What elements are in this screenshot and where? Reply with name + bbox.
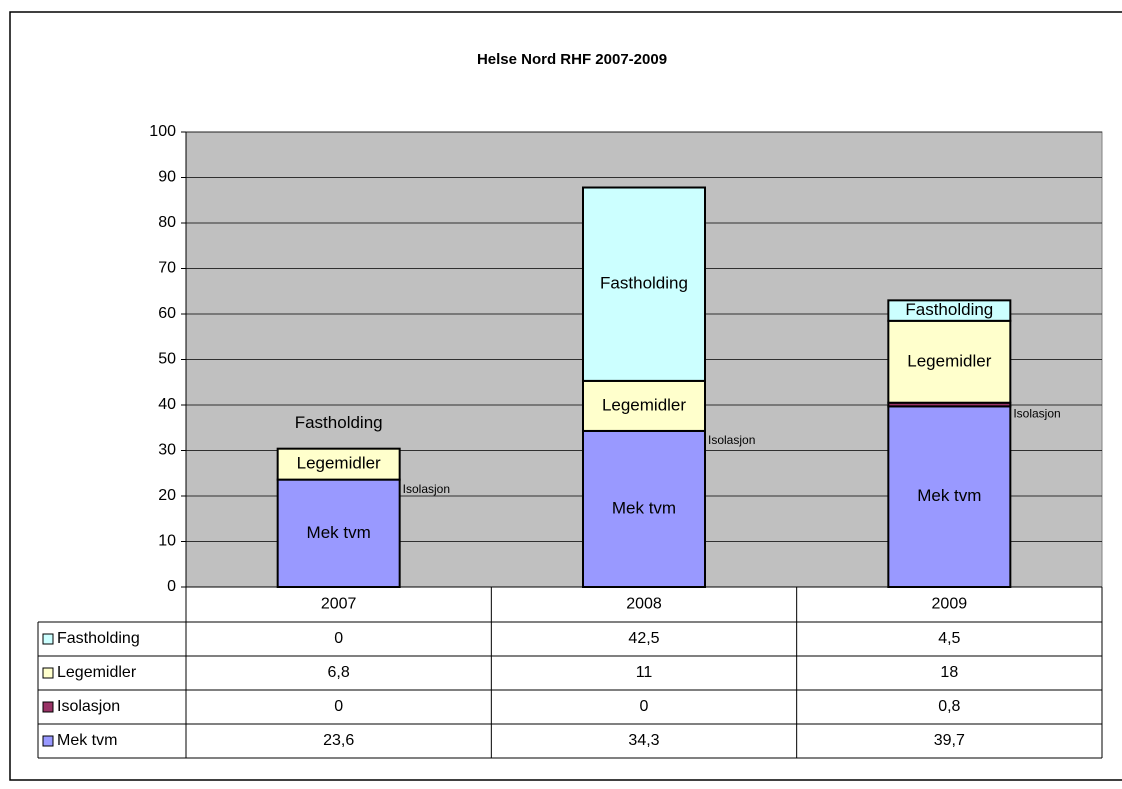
data-label: Mek tvm [917,486,981,505]
table-value: 0 [640,698,649,715]
y-tick-label: 50 [158,351,176,368]
table-value: 39,7 [934,732,965,749]
bar-segment [887,319,1012,404]
y-tick-label: 90 [158,169,176,186]
data-label: Isolasjon [403,482,450,496]
legend-swatch [42,735,54,747]
y-tick-label: 60 [158,305,176,322]
table-value: 34,3 [628,732,659,749]
table-value: 23,6 [323,732,354,749]
table-value: 0 [334,698,343,715]
bar-segment [582,429,706,588]
table-value: 0 [334,630,343,647]
bar-segment [276,478,401,588]
bar-segment [582,379,706,432]
y-tick-label: 20 [158,487,176,504]
y-tick-label: 70 [158,260,176,277]
data-label: Fastholding [600,274,688,293]
bar-segment [887,405,1012,588]
y-tick-label: 40 [158,396,176,413]
legend-swatch [42,633,54,645]
y-tick-label: 10 [158,533,176,550]
bar-segment [887,299,1012,322]
x-tick-label: 2009 [932,596,968,613]
legend-label: Fastholding [57,630,140,647]
legend-swatch [42,667,54,679]
legend-swatch [42,701,54,713]
table-value: 18 [940,664,958,681]
legend-label: Legemidler [57,664,137,681]
legend-label: Isolasjon [57,698,120,715]
data-label: Mek tvm [612,498,676,517]
y-tick-label: 30 [158,442,176,459]
data-label: Legemidler [907,351,991,370]
y-tick-label: 100 [149,123,176,140]
data-label: Fastholding [295,413,383,432]
x-tick-label: 2007 [321,596,357,613]
data-label: Isolasjon [708,433,755,447]
y-tick-label: 0 [167,578,176,595]
data-label: Isolasjon [1013,407,1060,421]
bar-segment [582,186,706,382]
table-value: 0,8 [938,698,960,715]
legend-label: Mek tvm [57,732,117,749]
table-value: 6,8 [328,664,350,681]
data-label: Mek tvm [307,523,371,542]
x-tick-label: 2008 [626,596,662,613]
data-label: Fastholding [905,300,993,319]
data-label: Legemidler [602,395,686,414]
table-value: 11 [636,664,653,681]
table-value: 42,5 [628,630,659,647]
bar-segment [276,447,401,481]
data-label: Legemidler [297,454,381,473]
y-tick-label: 80 [158,214,176,231]
chart-title: Helse Nord RHF 2007-2009 [477,51,667,68]
table-value: 4,5 [938,630,960,647]
